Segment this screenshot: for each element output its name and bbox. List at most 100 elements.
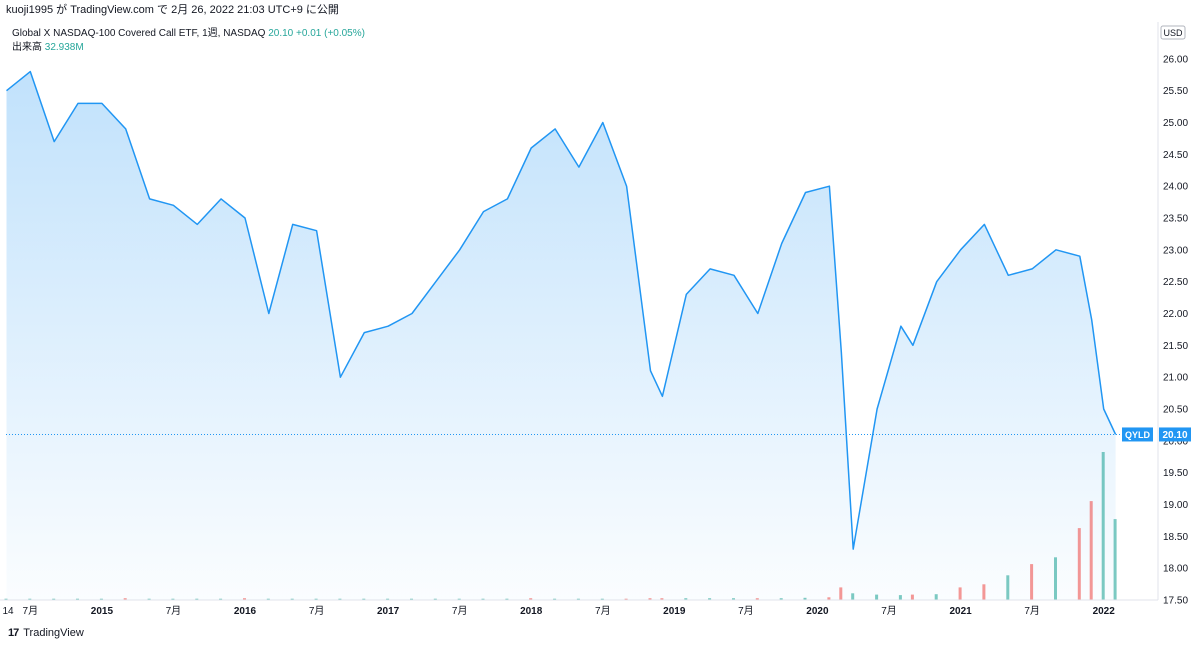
- legend-title-row: Global X NASDAQ-100 Covered Call ETF, 1週…: [12, 27, 365, 40]
- volume-bar: [624, 598, 628, 600]
- last-price-badge-bg: [1159, 427, 1191, 442]
- volume-bar: [99, 598, 103, 600]
- x-tick-label: 2016: [234, 606, 257, 617]
- volume-bar: [827, 597, 831, 600]
- ticker-badge: QYLD: [1122, 427, 1153, 442]
- y-tick-label: 22.50: [1163, 277, 1188, 288]
- volume-bar: [433, 598, 437, 600]
- volume-bar: [243, 598, 246, 600]
- price-series-line: [6, 70, 1117, 550]
- x-tick-label: 14: [2, 606, 14, 617]
- volume-bar: [982, 584, 986, 600]
- x-tick-label: 7月: [166, 605, 182, 617]
- x-tick-label: 7月: [23, 605, 39, 617]
- volume-bar: [457, 598, 461, 600]
- footer: 17 TradingView: [8, 627, 84, 639]
- volume-bar: [123, 598, 127, 600]
- volume-bar: [28, 598, 32, 600]
- y-tick-label: 23.50: [1163, 214, 1188, 225]
- volume-bar: [410, 598, 413, 600]
- volume-bar: [266, 598, 270, 600]
- volume-bar: [147, 598, 151, 600]
- volume-bar: [1101, 452, 1105, 600]
- volume-bar: [732, 598, 735, 600]
- currency-label: USD: [1160, 25, 1186, 40]
- currency-text: USD: [1163, 28, 1183, 38]
- last-price-badge: 20.10: [1159, 427, 1191, 442]
- volume-bar: [76, 598, 79, 600]
- volume-bar: [386, 598, 390, 600]
- y-tick-label: 23.00: [1163, 245, 1188, 256]
- price-area: [6, 71, 1116, 601]
- x-tick-label: 7月: [309, 605, 325, 617]
- volume-bar: [851, 593, 855, 600]
- volume-bar: [314, 598, 318, 600]
- volume-bars: [4, 452, 1117, 600]
- volume-bar: [171, 598, 175, 600]
- y-tick-label: 20.00: [1163, 436, 1188, 447]
- volume-bar: [684, 598, 688, 600]
- volume-bar: [708, 598, 712, 600]
- volume-bar: [648, 598, 652, 600]
- y-tick-label: 25.00: [1163, 118, 1188, 129]
- volume-bar: [660, 598, 664, 600]
- ticker-badge-text: QYLD: [1125, 430, 1151, 440]
- ticker-badge-bg: [1122, 427, 1153, 442]
- volume-bar: [803, 597, 807, 600]
- volume-bar: [898, 595, 902, 600]
- y-tick-label: 25.50: [1163, 86, 1188, 97]
- currency-box: [1160, 25, 1186, 40]
- volume-label: 出来高: [12, 42, 42, 53]
- y-tick-label: 21.00: [1163, 373, 1188, 384]
- y-tick-label: 18.50: [1163, 532, 1188, 543]
- volume-bar: [779, 598, 783, 600]
- x-tick-label: 7月: [1024, 605, 1040, 617]
- x-tick-label: 2022: [1093, 606, 1116, 617]
- volume-bar: [338, 598, 342, 600]
- y-tick-label: 22.00: [1163, 309, 1188, 320]
- x-tick-label: 2021: [949, 606, 972, 617]
- volume-bar: [529, 598, 533, 600]
- y-tick-label: 24.00: [1163, 182, 1188, 193]
- volume-bar: [195, 598, 199, 600]
- volume-bar: [934, 594, 938, 600]
- last-price-value: 20.10: [268, 28, 294, 39]
- x-tick-label: 2015: [91, 606, 114, 617]
- y-tick-label: 20.50: [1163, 405, 1188, 416]
- y-tick-label: 19.50: [1163, 468, 1188, 479]
- volume-bar: [52, 598, 56, 600]
- volume-bar: [1089, 501, 1093, 600]
- volume-bar: [1077, 528, 1081, 600]
- x-tick-label: 2019: [663, 606, 686, 617]
- volume-bar: [576, 598, 580, 600]
- volume-bar: [362, 598, 366, 600]
- y-tick-label: 24.50: [1163, 150, 1188, 161]
- volume-bar: [1006, 575, 1010, 600]
- volume-bar: [553, 598, 557, 600]
- brand-name: TradingView: [23, 627, 84, 639]
- symbol-title: Global X NASDAQ-100 Covered Call ETF, 1週…: [12, 28, 266, 39]
- y-tick-label: 18.00: [1163, 564, 1188, 575]
- volume-bar: [4, 598, 8, 600]
- y-tick-label: 17.50: [1163, 596, 1188, 607]
- x-tick-label: 2017: [377, 606, 400, 617]
- volume-bar: [839, 587, 843, 600]
- axes: USD 17.50 18.00 18.50 19.00 19.50 20.00 20.50 21…: [0, 22, 1191, 617]
- last-price-badge-text: 20.10: [1162, 430, 1187, 441]
- volume-bar: [958, 587, 962, 600]
- volume-bar: [755, 598, 759, 600]
- x-tick-label: 7月: [452, 605, 468, 617]
- tradingview-logo-icon: 17: [8, 627, 19, 639]
- volume-bar: [1054, 557, 1057, 600]
- published-info: kuoji1995 が TradingView.com で 2月 26, 202…: [6, 4, 339, 16]
- price-change: +0.01 (+0.05%): [296, 28, 365, 39]
- volume-bar: [1030, 564, 1034, 600]
- volume-bar: [1113, 519, 1117, 600]
- y-tick-label: 26.00: [1163, 54, 1188, 65]
- volume-bar: [219, 598, 223, 600]
- volume-bar: [481, 598, 485, 600]
- volume-bar: [910, 594, 914, 600]
- volume-bar: [505, 598, 509, 600]
